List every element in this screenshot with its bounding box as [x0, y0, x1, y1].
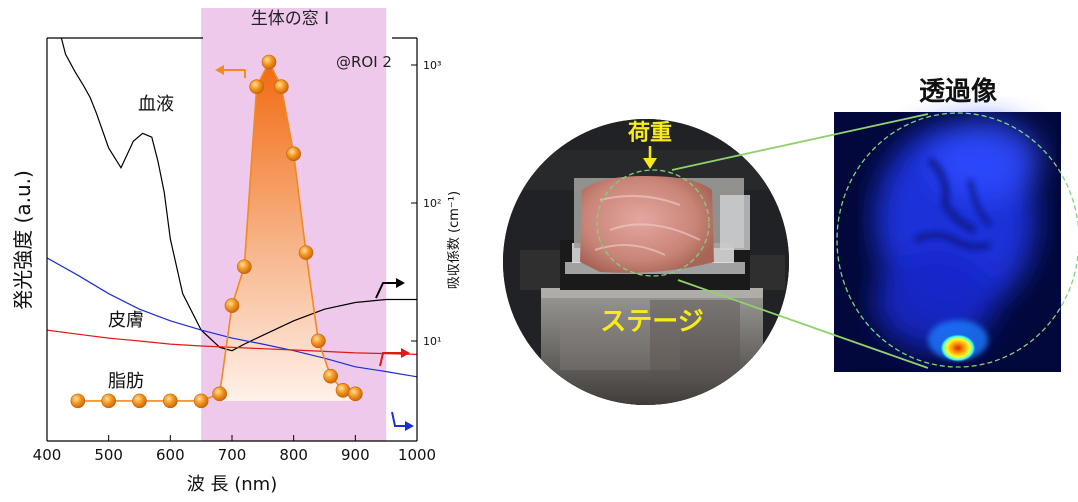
emission-area-fill: [219, 62, 356, 401]
load-label: 荷重: [628, 121, 672, 146]
transmission-image: 透過像: [834, 77, 1078, 372]
roi-ellipse-transmission: [836, 112, 1078, 368]
x-tick-label: 400: [33, 446, 62, 464]
emission-axis-arrow: [215, 65, 246, 78]
emission-points: [70, 54, 363, 409]
emission-point: [70, 393, 86, 409]
connector-line-bottom: [677, 279, 929, 369]
biological-window-header: [201, 8, 387, 38]
y-right-axis-label: 吸収係数 (cm⁻¹): [447, 191, 462, 289]
x-ticks: 400 500 600 700 800 900 1000: [33, 435, 436, 464]
y-right-tick-label: 10²: [423, 197, 441, 210]
stage-label: ステージ: [600, 307, 703, 337]
emission-point: [193, 393, 209, 409]
transmission-title: 透過像: [919, 77, 998, 107]
x-tick-label: 800: [279, 446, 308, 464]
roi-ellipse-photo: [596, 169, 710, 277]
x-tick-label: 700: [218, 446, 247, 464]
emission-point: [323, 368, 338, 384]
x-tick-label: 1000: [398, 446, 436, 464]
emission-point: [348, 386, 363, 402]
hot-spot: [940, 334, 976, 362]
emission-point: [249, 79, 264, 95]
spectrum-chart: 生体の窓 I 400 500 600 700 800 900 1000 10³10²10¹ …: [11, 8, 462, 495]
connector-line-top: [671, 113, 929, 171]
emission-point: [212, 386, 227, 402]
fat-curve-label: 脂肪: [108, 371, 144, 392]
emission-point: [311, 333, 326, 349]
biological-window-label: 生体の窓 I: [251, 9, 329, 29]
y-right-tick-label: 10³: [423, 59, 441, 72]
skin-curve-label: 皮膚: [108, 310, 144, 331]
blood-absorption-line: [60, 38, 417, 352]
skin-axis-arrow: [391, 411, 414, 431]
y-right-ticks: 10³ 10² 10¹: [411, 59, 441, 348]
emission-point: [101, 393, 116, 409]
fat-absorption-line: [47, 329, 417, 355]
emission-point: [132, 393, 147, 409]
emission-point: [298, 245, 314, 260]
emission-point: [237, 259, 252, 275]
x-axis-label: 波 長 (nm): [187, 474, 277, 495]
load-arrow-head: [643, 158, 657, 169]
emission-point: [163, 393, 178, 409]
emission-point: [335, 382, 351, 398]
y-left-axis-label: 発光強度 (a.u.): [11, 170, 35, 310]
skin-absorption-line: [47, 257, 417, 378]
blood-axis-arrow: [375, 278, 405, 299]
emission-point: [224, 298, 240, 313]
x-tick-label: 900: [341, 446, 370, 464]
emission-point: [286, 146, 301, 162]
sample-photo: 荷重 ステージ: [503, 119, 789, 405]
x-tick-label: 600: [156, 446, 185, 464]
emission-point: [274, 79, 289, 95]
roi-label: @ROI 2: [336, 53, 392, 71]
emission-point: [261, 54, 277, 70]
y-right-tick-label: 10¹: [423, 335, 441, 348]
blood-curve-label: 血液: [138, 94, 174, 115]
x-tick-label: 500: [94, 446, 123, 464]
fat-axis-arrow: [379, 348, 410, 367]
